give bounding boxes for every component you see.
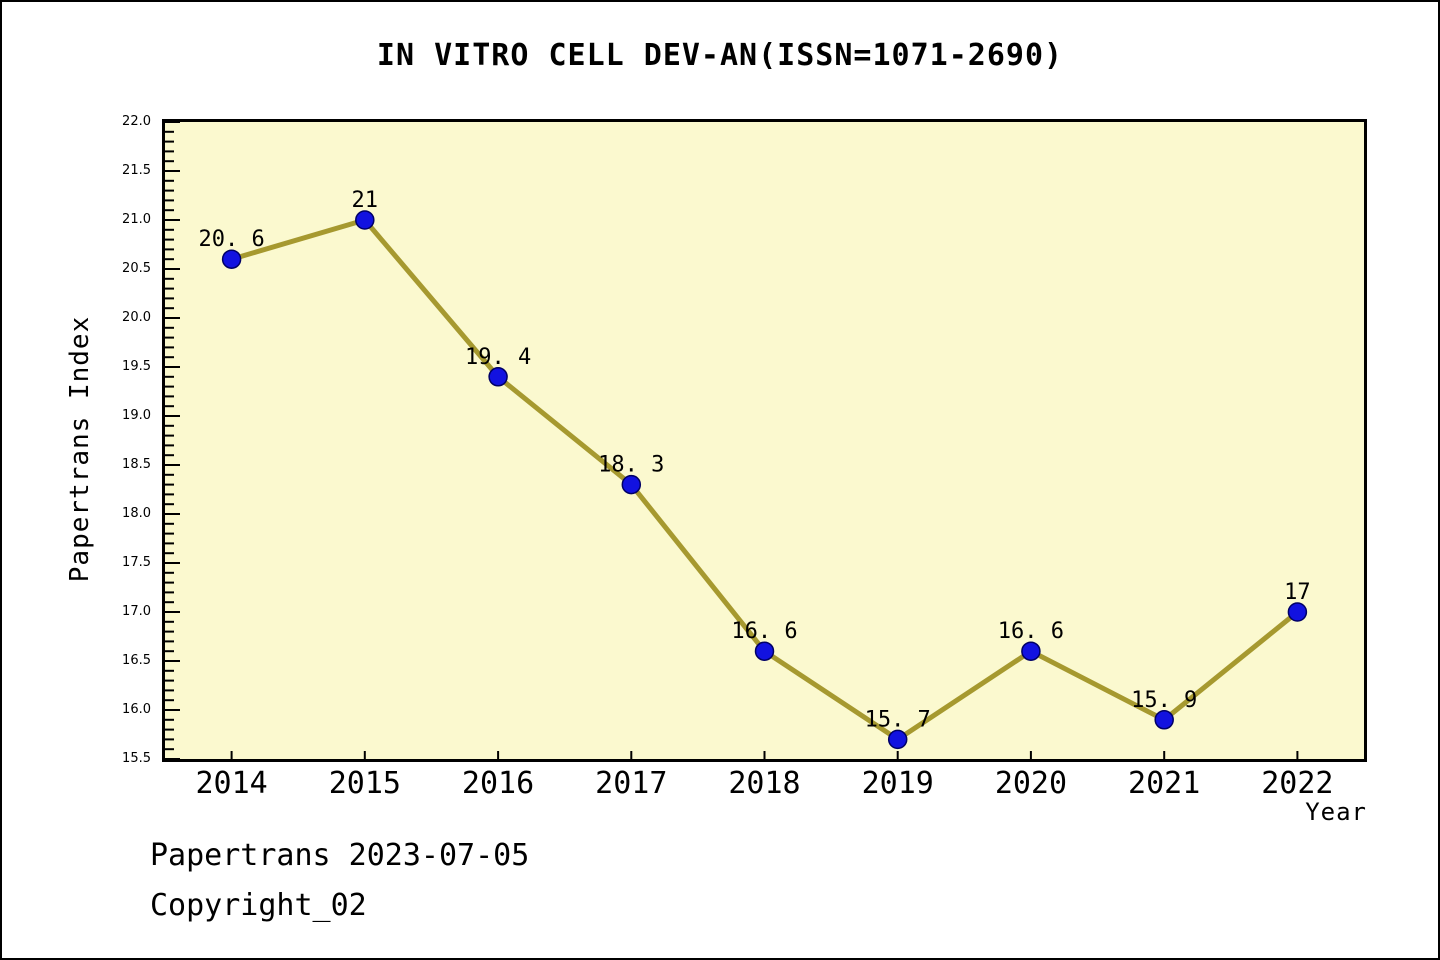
data-point xyxy=(887,729,908,750)
data-point xyxy=(488,367,508,387)
y-tick-label: 19.0 xyxy=(122,408,151,423)
y-tick-label: 16.5 xyxy=(122,653,151,668)
data-point-label: 19. 4 xyxy=(465,345,531,370)
line-chart-canvas: 20. 6 21 19. 4 18. 3 16. 6 15. 7 16. 6 15. 9 17 xyxy=(165,122,1364,759)
data-point-label: 17 xyxy=(1284,580,1311,605)
x-tick-label: 2021 xyxy=(1128,766,1201,801)
data-point xyxy=(355,210,375,230)
x-axis-tick-labels: 2014 2015 2016 2017 2018 2019 2020 2021 2022 xyxy=(162,766,1367,806)
x-tick-label: 2015 xyxy=(328,766,401,801)
y-axis-tick-labels: 15.5 16.0 16.5 17.0 17.5 18.0 18.5 19.0 19.5 20.0… xyxy=(2,114,157,766)
data-point-label: 16. 6 xyxy=(998,619,1064,644)
data-point-label: 15. 9 xyxy=(1131,688,1197,713)
data-point-label: 18. 3 xyxy=(598,453,664,478)
footer-source-date: Papertrans 2023-07-05 xyxy=(150,838,530,873)
y-tick-label: 19.5 xyxy=(122,359,151,374)
chart-title: IN VITRO CELL DEV-AN(ISSN=1071-2690) xyxy=(376,38,1064,73)
y-tick-label: 20.5 xyxy=(122,261,151,276)
data-point xyxy=(1021,641,1041,661)
y-tick-label: 17.0 xyxy=(122,604,151,619)
y-tick-label: 16.0 xyxy=(122,702,151,717)
y-tick-label: 17.5 xyxy=(122,555,151,570)
data-point xyxy=(754,641,775,661)
y-tick-label: 21.5 xyxy=(122,163,151,178)
x-tick-label: 2014 xyxy=(195,766,268,801)
data-point xyxy=(221,249,242,269)
x-tick-label: 2020 xyxy=(994,766,1068,801)
plot-area: 20. 6 21 19. 4 18. 3 16. 6 15. 7 16. 6 15. 9 17 xyxy=(162,119,1367,762)
data-point xyxy=(621,474,642,495)
x-tick-label: 2019 xyxy=(861,766,934,801)
plot-background xyxy=(165,122,1364,759)
data-point xyxy=(1287,602,1308,622)
data-point-label: 15. 7 xyxy=(865,707,931,732)
y-tick-label: 15.5 xyxy=(122,751,151,766)
y-tick-label: 21.0 xyxy=(122,212,151,227)
footer-copyright: Copyright_02 xyxy=(150,888,367,923)
data-point-label: 16. 6 xyxy=(731,619,797,644)
data-point-label: 21 xyxy=(352,188,379,213)
y-tick-label: 22.0 xyxy=(122,114,151,129)
data-point-label: 20. 6 xyxy=(198,227,264,252)
x-axis-title: Year xyxy=(1305,798,1367,826)
x-tick-label: 2022 xyxy=(1261,766,1334,801)
x-tick-label: 2017 xyxy=(595,766,668,801)
x-tick-label: 2016 xyxy=(461,766,535,801)
y-tick-label: 18.5 xyxy=(122,457,151,472)
y-tick-label: 20.0 xyxy=(122,310,151,325)
data-point xyxy=(1154,710,1174,730)
y-tick-label: 18.0 xyxy=(122,506,151,521)
x-tick-label: 2018 xyxy=(728,766,801,801)
